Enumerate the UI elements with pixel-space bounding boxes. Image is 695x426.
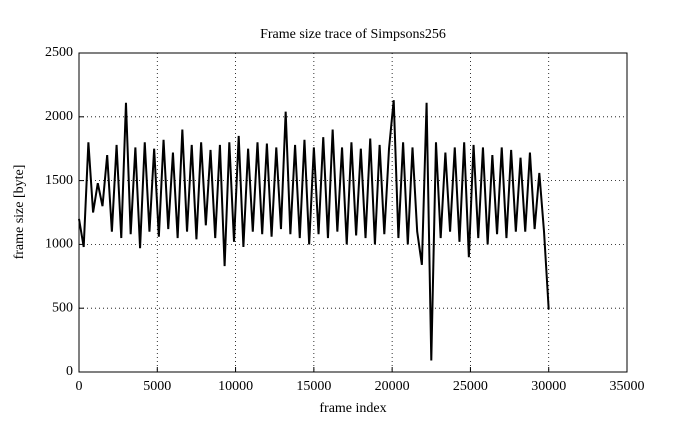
y-tick-label: 2500 bbox=[45, 45, 73, 60]
chart-title: Frame size trace of Simpsons256 bbox=[260, 27, 446, 42]
x-tick-label: 5000 bbox=[143, 379, 171, 394]
x-tick-label: 20000 bbox=[375, 379, 410, 394]
y-tick-label: 500 bbox=[52, 300, 73, 315]
x-tick-label: 30000 bbox=[531, 379, 566, 394]
y-tick-label: 1000 bbox=[45, 237, 73, 252]
y-tick-label: 2000 bbox=[45, 109, 73, 124]
data-line bbox=[78, 100, 550, 361]
x-tick-label: 15000 bbox=[296, 379, 331, 394]
y-tick-label: 0 bbox=[66, 364, 73, 379]
x-tick-label: 0 bbox=[76, 379, 83, 394]
plot-frame bbox=[78, 52, 628, 373]
x-axis-label: frame index bbox=[319, 401, 386, 416]
x-tick-label: 35000 bbox=[610, 379, 645, 394]
x-tick-label: 25000 bbox=[453, 379, 488, 394]
x-tick-label: 10000 bbox=[218, 379, 253, 394]
y-axis-label: frame size [byte] bbox=[12, 165, 27, 260]
y-tick-label: 1500 bbox=[45, 173, 73, 188]
